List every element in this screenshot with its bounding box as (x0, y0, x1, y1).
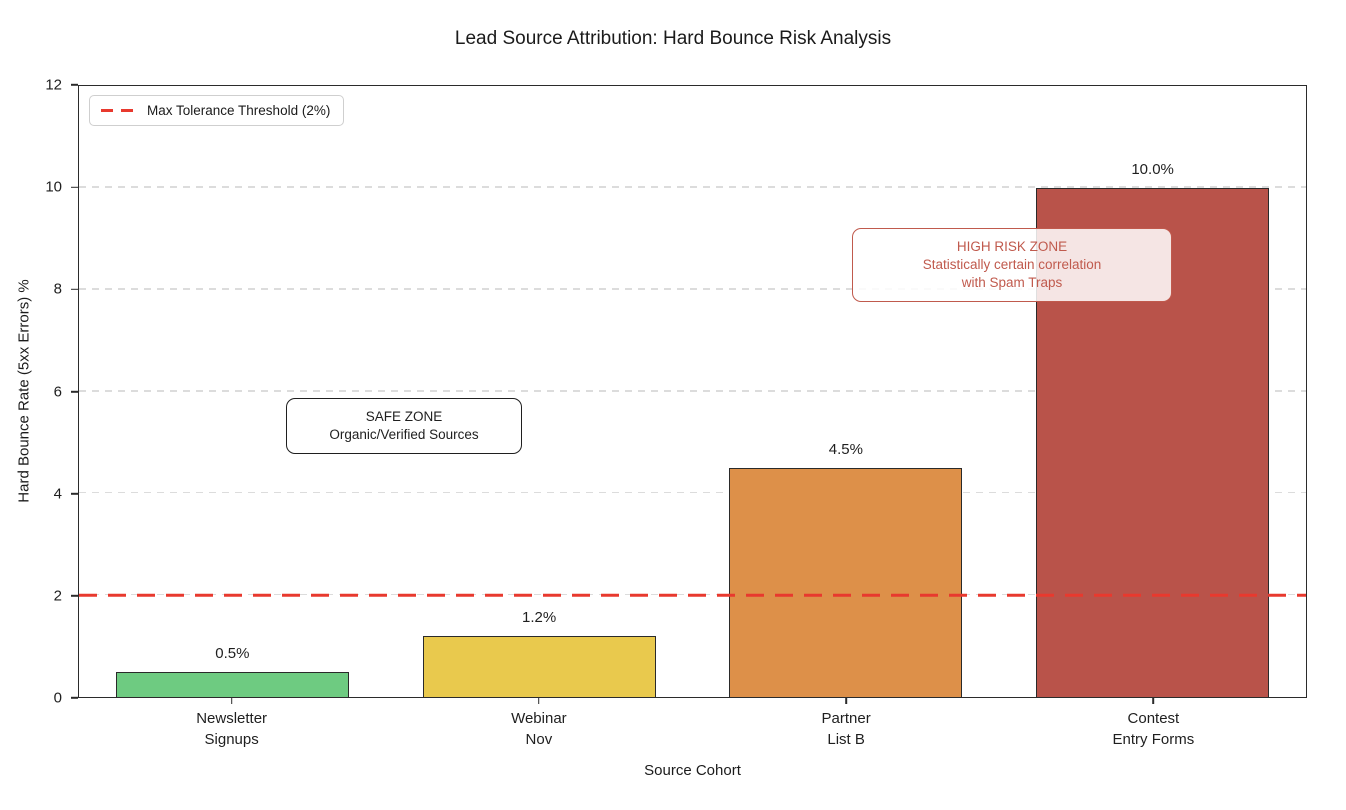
gridline (79, 389, 1306, 392)
y-tick-mark (71, 390, 78, 393)
y-tick-label: 2 (53, 587, 62, 605)
x-tick-newsletter-signups: Newsletter Signups (78, 698, 385, 750)
x-tick-partner-list-b: Partner List B (693, 698, 1000, 750)
y-tick-mark (71, 595, 78, 597)
y-tick-mark (71, 186, 78, 188)
x-tick-webinar-nov: Webinar Nov (385, 698, 692, 750)
gridline (79, 288, 1306, 290)
x-tick-mark (845, 698, 847, 704)
x-tick-label-line: Contest (1127, 710, 1180, 727)
legend-label: Max Tolerance Threshold (2%) (147, 103, 331, 118)
y-tick-label: 4 (53, 485, 62, 503)
x-tick-contest-entry-forms: Contest Entry Forms (1000, 698, 1307, 750)
gridline (79, 491, 1306, 494)
y-tick-mark (71, 697, 78, 699)
y-axis-title: Hard Bounce Rate (5xx Errors) % (15, 279, 33, 503)
x-axis-title: Source Cohort (644, 762, 741, 779)
y-axis: 0 2 4 6 8 10 12 (0, 77, 78, 707)
annotation-line: HIGH RISK ZONE (956, 239, 1068, 254)
annotation-line: with Spam Traps (961, 275, 1063, 290)
annotation-line: Statistically certain correlation (922, 257, 1102, 272)
x-tick-mark (1152, 698, 1155, 704)
x-tick-label-line: Nov (525, 731, 553, 748)
y-tick-mark (71, 492, 78, 495)
x-tick-label-line: Partner (821, 710, 871, 727)
x-tick-mark (538, 698, 540, 704)
gridline (79, 186, 1306, 188)
x-tick-mark (230, 698, 233, 704)
x-tick-label-line: List B (827, 731, 865, 748)
y-tick-label: 12 (45, 76, 62, 94)
y-tick-label: 6 (53, 383, 62, 400)
bar-value-label: 4.5% (828, 440, 863, 458)
chart-title: Lead Source Attribution: Hard Bounce Ris… (454, 28, 892, 49)
bar-column-newsletter-signups: 0.5% (79, 86, 386, 697)
high-risk-zone-annotation: HIGH RISK ZONE Statistically certain cor… (852, 228, 1172, 302)
plot-area: 0.5% 1.2% 4.5% 10.0% Max Tolerance Thres… (78, 85, 1307, 698)
bar-column-contest-entry-forms: 10.0% (999, 86, 1306, 697)
threshold-line (79, 593, 1306, 597)
y-tick-mark (71, 288, 78, 291)
bar-newsletter-signups (115, 671, 349, 697)
y-tick-label: 10 (45, 178, 62, 196)
bar-column-partner-list-b: 4.5% (693, 86, 1000, 697)
bar-value-label: 0.5% (215, 644, 250, 662)
x-tick-label-line: Signups (204, 731, 259, 748)
x-axis: Newsletter Signups Webinar Nov Partner L… (78, 698, 1307, 750)
x-tick-label-line: Webinar (511, 710, 567, 727)
y-tick-label: 8 (53, 280, 62, 298)
bars: 0.5% 1.2% 4.5% 10.0% (79, 86, 1306, 697)
safe-zone-annotation: SAFE ZONE Organic/Verified Sources (286, 398, 522, 454)
bar-value-label: 1.2% (522, 608, 557, 626)
annotation-line: SAFE ZONE (365, 409, 443, 424)
bar-column-webinar-nov: 1.2% (386, 86, 693, 697)
annotation-line: Organic/Verified Sources (329, 427, 479, 442)
y-tick-label: 0 (53, 689, 62, 707)
bar-webinar-nov (422, 635, 656, 697)
bar-partner-list-b (729, 467, 963, 697)
x-tick-label-line: Newsletter (196, 710, 268, 727)
legend: Max Tolerance Threshold (2%) (89, 95, 345, 126)
bar-value-label: 10.0% (1131, 160, 1174, 178)
x-tick-label-line: Entry Forms (1112, 731, 1195, 748)
y-tick-mark (71, 84, 78, 86)
dashed-line-legend-swatch (101, 108, 135, 113)
